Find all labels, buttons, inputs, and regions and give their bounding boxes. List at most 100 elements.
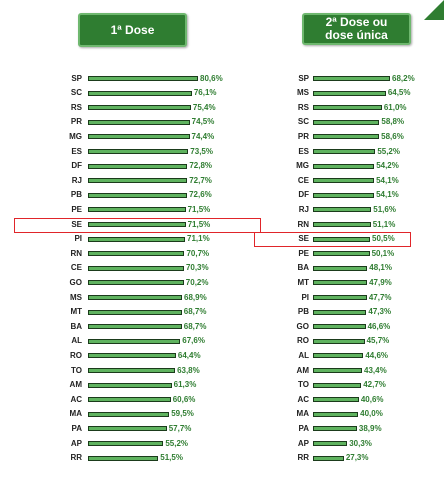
first-dose-value-al: 67,6% bbox=[182, 336, 205, 346]
second-dose-bar-sc bbox=[313, 119, 380, 125]
second-dose-category-rn: RN bbox=[297, 219, 309, 229]
first-dose-value-pr: 74,5% bbox=[191, 117, 215, 127]
second-dose-category-am: AM bbox=[296, 365, 309, 375]
header-second-dose-text: 2ª Dose ou dose única bbox=[325, 15, 388, 42]
first-dose-bar-pb bbox=[88, 192, 188, 198]
second-dose-bar-mt bbox=[313, 280, 368, 286]
second-dose-bar-al bbox=[313, 353, 364, 359]
first-dose-bar-to bbox=[88, 368, 176, 373]
second-dose-value-ma: 40,0% bbox=[360, 409, 383, 419]
second-dose-value-mt: 47,9% bbox=[369, 277, 392, 287]
first-dose-category-pi: PI bbox=[74, 234, 82, 244]
first-dose-category-pb: PB bbox=[70, 190, 82, 200]
second-dose-category-ba: BA bbox=[297, 263, 309, 273]
second-dose-category-ac: AC bbox=[297, 394, 309, 404]
second-dose-category-df: DF bbox=[298, 190, 309, 200]
first-dose-bar-pa bbox=[88, 426, 167, 432]
first-dose-bar-se bbox=[88, 222, 186, 227]
first-dose-value-sp: 80,6% bbox=[200, 73, 223, 83]
first-dose-bar-pr bbox=[88, 119, 190, 125]
second-dose-value-go: 46,6% bbox=[367, 321, 391, 331]
first-dose-value-pb: 72,6% bbox=[189, 190, 212, 200]
first-dose-highlight-box bbox=[14, 217, 261, 233]
first-dose-value-pe: 71,5% bbox=[187, 204, 211, 214]
second-dose-bar-se bbox=[313, 236, 371, 242]
second-dose-bar-rn bbox=[313, 222, 371, 227]
first-dose-category-mg: MG bbox=[69, 131, 82, 141]
second-dose-value-ro: 45,7% bbox=[366, 336, 390, 346]
second-dose-category-pb: PB bbox=[297, 307, 309, 317]
second-dose-category-al: AL bbox=[298, 350, 309, 360]
second-dose-value-rs: 61,0% bbox=[383, 102, 407, 112]
first-dose-value-se: 71,5% bbox=[187, 219, 211, 229]
first-dose-bar-es bbox=[88, 149, 189, 154]
first-dose-value-ac: 60,6% bbox=[172, 394, 196, 404]
first-dose-category-rs: RS bbox=[70, 102, 82, 112]
second-dose-bar-ce bbox=[313, 178, 375, 184]
first-dose-bar-rs bbox=[88, 105, 191, 111]
second-dose-value-df: 54,1% bbox=[376, 190, 399, 200]
second-dose-value-ms: 64,5% bbox=[387, 88, 411, 98]
first-dose-value-go: 70,2% bbox=[185, 277, 209, 287]
second-dose-bar-rj bbox=[313, 207, 372, 213]
first-dose-value-df: 72,8% bbox=[189, 161, 213, 171]
first-dose-bar-pi bbox=[88, 236, 186, 242]
first-dose-category-rn: RN bbox=[70, 248, 82, 258]
first-dose-bar-rj bbox=[88, 178, 188, 184]
second-dose-value-rn: 51,1% bbox=[372, 219, 396, 229]
second-dose-bar-to bbox=[313, 382, 362, 388]
first-dose-bar-ce bbox=[88, 265, 184, 271]
first-dose-category-ap: AP bbox=[70, 438, 82, 448]
second-dose-bar-ac bbox=[313, 397, 359, 403]
first-dose-value-es: 73,5% bbox=[190, 146, 213, 156]
second-dose-category-ro: RO bbox=[297, 336, 309, 346]
second-dose-bar-rs bbox=[313, 105, 382, 111]
first-dose-value-ap: 55,2% bbox=[165, 438, 189, 448]
first-dose-bar-ms bbox=[88, 295, 183, 300]
first-dose-bar-ba bbox=[88, 324, 182, 330]
corner-decoration bbox=[424, 0, 444, 20]
header-first-dose-text: 1ª Dose bbox=[110, 22, 155, 37]
first-dose-value-mt: 68,7% bbox=[183, 307, 207, 317]
second-dose-value-pa: 38,9% bbox=[358, 423, 382, 433]
second-dose-bar-pi bbox=[313, 295, 367, 300]
first-dose-bar-mt bbox=[88, 309, 182, 315]
second-dose-bar-sp bbox=[313, 76, 390, 81]
first-dose-category-al: AL bbox=[71, 336, 82, 346]
second-dose-bar-ro bbox=[313, 338, 365, 344]
first-dose-bar-al bbox=[88, 338, 181, 344]
second-dose-category-ap: AP bbox=[297, 438, 309, 448]
second-dose-category-mg: MG bbox=[296, 161, 309, 171]
first-dose-value-pi: 71,1% bbox=[187, 234, 210, 244]
first-dose-value-rn: 70,7% bbox=[186, 248, 210, 258]
first-dose-value-ba: 68,7% bbox=[183, 321, 207, 331]
second-dose-value-ap: 30,3% bbox=[349, 438, 372, 448]
second-dose-bar-am bbox=[313, 368, 362, 373]
second-dose-category-pa: PA bbox=[298, 423, 309, 433]
second-dose-value-ba: 48,1% bbox=[369, 263, 392, 273]
second-dose-bar-mg bbox=[313, 163, 375, 169]
first-dose-bar-rr bbox=[88, 455, 159, 461]
first-dose-value-pa: 57,7% bbox=[168, 423, 192, 433]
second-dose-value-pr: 58,6% bbox=[381, 131, 404, 141]
second-dose-category-ce: CE bbox=[297, 175, 309, 185]
second-dose-category-pe: PE bbox=[298, 248, 309, 258]
second-dose-category-rr: RR bbox=[297, 453, 309, 463]
second-dose-bar-ap bbox=[313, 441, 348, 446]
second-dose-category-rj: RJ bbox=[298, 204, 309, 214]
first-dose-category-sc: SC bbox=[70, 88, 82, 98]
first-dose-bar-df bbox=[88, 163, 188, 169]
second-dose-value-ac: 40,6% bbox=[360, 394, 384, 404]
first-dose-bar-ma bbox=[88, 411, 170, 417]
first-dose-category-ac: AC bbox=[70, 394, 82, 404]
second-dose-category-mt: MT bbox=[297, 277, 309, 287]
first-dose-category-pe: PE bbox=[71, 204, 82, 214]
first-dose-category-mt: MT bbox=[70, 307, 82, 317]
second-dose-bar-ma bbox=[313, 411, 359, 417]
first-dose-value-rs: 75,4% bbox=[192, 102, 216, 112]
second-dose-value-sp: 68,2% bbox=[392, 73, 415, 83]
first-dose-category-df: DF bbox=[71, 161, 82, 171]
first-dose-bar-ap bbox=[88, 441, 164, 446]
second-dose-value-am: 43,4% bbox=[364, 365, 387, 375]
first-dose-bar-sp bbox=[88, 76, 198, 81]
